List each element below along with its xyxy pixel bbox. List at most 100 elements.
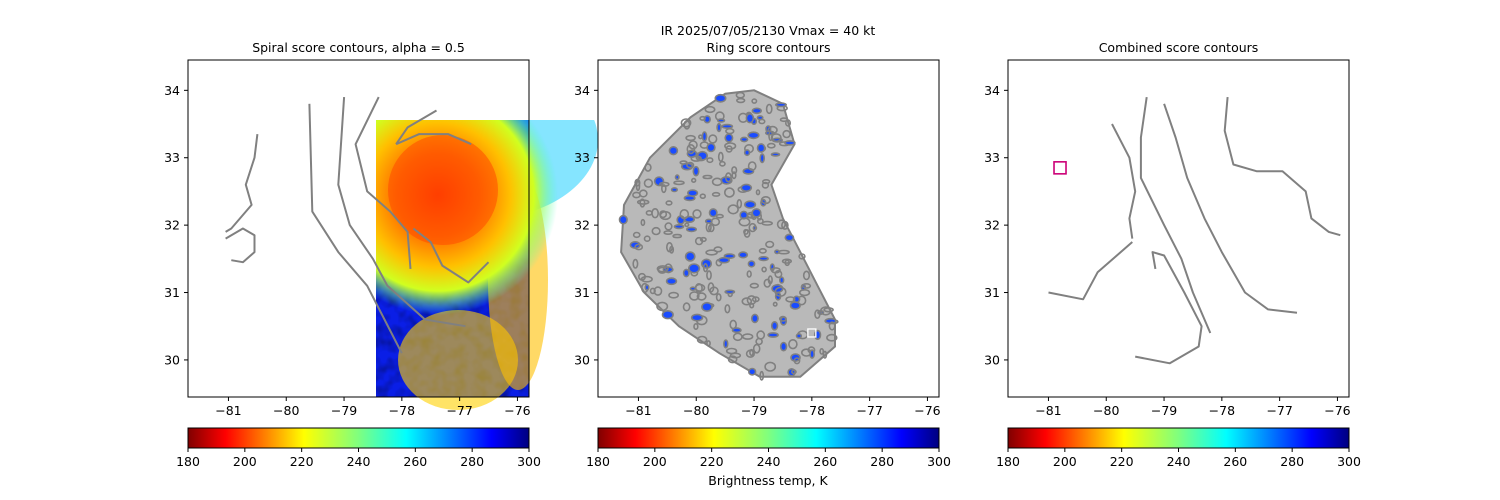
- colorbar-tick-label: 220: [290, 454, 314, 469]
- ring-contour-loop: [765, 103, 773, 115]
- ring-contour-loop: [774, 270, 783, 279]
- ring-contour-loop: [704, 105, 716, 114]
- y-tick-label: 33: [984, 150, 1000, 165]
- ring-contour-loop: [747, 131, 760, 140]
- ring-contour-loop: [740, 183, 753, 193]
- ring-contour-loop: [693, 322, 699, 330]
- colorbar-tick-label: 220: [1110, 454, 1134, 469]
- colorbar-gradient: [597, 427, 940, 449]
- ring-contour-loop: [686, 144, 696, 155]
- best-center-halo: [1053, 161, 1067, 175]
- score-contour-line: [1048, 241, 1133, 301]
- ring-contour-loop: [758, 256, 769, 262]
- x-tick-label: −78: [1209, 403, 1235, 418]
- ring-contour-loop: [706, 270, 712, 281]
- ring-contour-loop: [761, 266, 767, 273]
- colorbar-tick-label: 180: [176, 454, 200, 469]
- ring-contour-loop: [724, 172, 732, 183]
- ring-contour-loop: [736, 199, 743, 209]
- ring-contour-loop: [692, 166, 700, 177]
- ring-contour-loop: [658, 181, 670, 187]
- ring-contour-loop: [690, 155, 702, 162]
- ring-contour-loop: [640, 218, 646, 227]
- score-contour-line: [1111, 123, 1137, 239]
- ring-contour-loop: [758, 247, 767, 254]
- ring-contour-loop: [661, 310, 674, 320]
- x-tick-label: −77: [446, 403, 472, 418]
- colorbar-tick-label: 280: [1280, 454, 1304, 469]
- y-tick-label: 33: [164, 150, 180, 165]
- ring-contour-loop: [785, 296, 796, 303]
- ring-contour-loop: [717, 151, 724, 162]
- ring-contour-loop: [724, 133, 734, 143]
- colorbar-gradient: [187, 427, 530, 449]
- ring-contour-loop: [749, 348, 754, 357]
- ring-contour-loop: [639, 198, 646, 208]
- ring-contour-loop: [784, 233, 795, 242]
- ring-contour-loop: [673, 224, 685, 230]
- ring-contour-loop: [774, 249, 780, 255]
- y-tick-label: 34: [984, 83, 1000, 98]
- ring-contour-loop: [770, 320, 779, 331]
- ring-contour-loop: [711, 177, 723, 187]
- ring-contour-loop: [696, 335, 708, 344]
- ring-contour-loop: [685, 226, 697, 233]
- ring-contour-loop: [735, 97, 746, 104]
- ring-contour-loop: [656, 301, 669, 312]
- ring-contour-loop: [688, 291, 700, 301]
- ring-contour-loop: [670, 187, 679, 193]
- ring-contour-loop: [748, 222, 757, 233]
- colorbar: 180 200 220 240 260 280 300: [586, 427, 951, 469]
- ring-contour-loop: [689, 286, 697, 292]
- ring-contour-loop: [679, 209, 690, 220]
- colorbar-tick-label: 180: [586, 454, 610, 469]
- ring-contour-loop: [724, 289, 736, 295]
- y-tick-label: 30: [984, 352, 1000, 367]
- ring-contour-loop: [724, 304, 731, 314]
- ring-contour-loop: [723, 253, 736, 259]
- score-contour-line: [1223, 97, 1341, 237]
- ring-contour-loop: [663, 230, 673, 236]
- ring-contour-loop: [683, 120, 691, 130]
- x-tick-label: −81: [215, 403, 241, 418]
- ring-contour-loop: [723, 339, 729, 349]
- panel-title: Spiral score contours, alpha = 0.5: [252, 40, 465, 55]
- y-tick-label: 33: [574, 150, 590, 165]
- ring-contour-loop: [801, 282, 812, 289]
- x-tick-label: −80: [1093, 403, 1119, 418]
- ring-contour-loop: [742, 167, 755, 175]
- ring-contour-loop: [684, 222, 690, 228]
- ring-contour-loop: [759, 153, 766, 164]
- y-tick-label: 31: [164, 285, 180, 300]
- ring-contour-loop: [756, 143, 766, 153]
- score-contour-line: [412, 227, 490, 284]
- ring-contour-loop: [752, 343, 761, 354]
- ring-contour-loop: [715, 213, 724, 219]
- ring-contour-loop: [711, 191, 721, 197]
- ring-contour-loop: [679, 160, 688, 165]
- panel-frame: [597, 59, 940, 398]
- colorbar: 180 200 220 240 260 280 300: [996, 427, 1361, 469]
- ring-contour-loop: [778, 276, 785, 284]
- ring-contour-loop: [819, 306, 832, 316]
- ring-contour-loop: [747, 260, 756, 268]
- panel-title: Combined score contours: [1099, 40, 1259, 55]
- ring-contour-loop: [746, 295, 757, 305]
- ring-contour-loop: [706, 340, 711, 347]
- ring-contour-loop: [774, 286, 787, 297]
- ring-contour-loop: [761, 220, 774, 226]
- ring-contour-loop: [701, 131, 708, 142]
- ring-contour-loop: [716, 122, 722, 133]
- ring-contour-loop: [778, 315, 787, 322]
- ring-contour-loop: [683, 215, 695, 223]
- ring-contour-loop: [635, 180, 641, 192]
- ring-contour-loop: [686, 161, 695, 169]
- score-contour-line: [395, 133, 472, 146]
- ring-contour-loop: [802, 270, 811, 281]
- ring-contour-loop: [673, 180, 685, 186]
- ring-contour-loop: [746, 270, 752, 278]
- ring-contour-loop: [724, 187, 735, 198]
- colorbar-tick-label: 220: [700, 454, 724, 469]
- score-contour-line: [225, 227, 256, 264]
